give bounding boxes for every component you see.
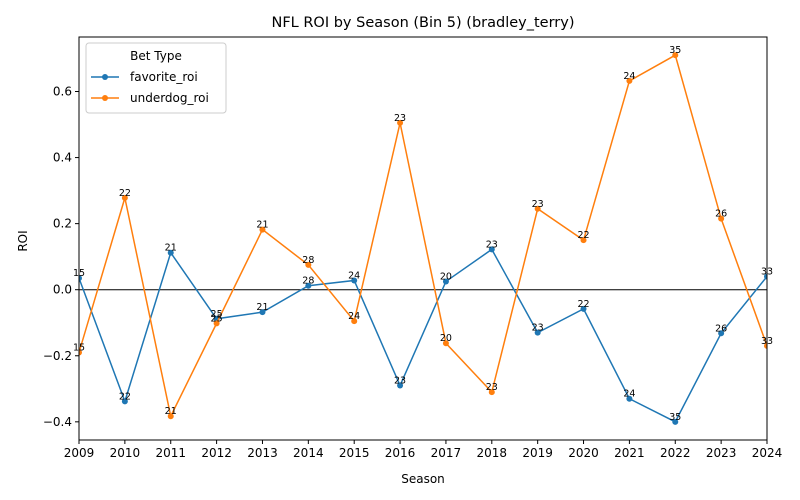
data-label: 22 (119, 391, 131, 402)
x-tick-label: 2011 (155, 446, 186, 460)
x-tick-label: 2023 (706, 446, 737, 460)
data-point (259, 309, 266, 316)
x-axis-label: Season (401, 472, 445, 486)
data-label: 23 (394, 113, 406, 124)
y-axis-label: ROI (16, 230, 30, 251)
series-underdog_roi (79, 52, 767, 420)
data-label: 26 (715, 209, 727, 220)
legend-entry-favorite_roi: favorite_roi (130, 70, 198, 84)
x-tick-label: 2012 (201, 446, 232, 460)
data-label: 28 (302, 255, 314, 266)
legend-entry-underdog_roi: underdog_roi (130, 91, 209, 105)
x-tick-label: 2018 (477, 446, 508, 460)
data-point (259, 226, 266, 233)
data-point (672, 52, 679, 59)
x-tick-label: 2009 (64, 446, 95, 460)
data-point (764, 342, 767, 349)
data-label: 20 (440, 271, 452, 282)
legend-swatch-marker (102, 95, 108, 101)
data-point (397, 382, 404, 389)
data-label: 21 (165, 406, 177, 417)
data-label: 24 (348, 270, 360, 281)
data-point (442, 340, 449, 347)
data-point (488, 389, 495, 396)
data-point (167, 249, 174, 256)
data-point (79, 349, 82, 356)
plot-frame (78, 36, 768, 441)
data-label: 23 (532, 323, 544, 334)
data-point (718, 215, 725, 222)
data-label: 35 (669, 45, 681, 56)
data-label: 23 (532, 199, 544, 210)
data-point (580, 305, 587, 312)
data-point (718, 330, 725, 337)
data-label: 21 (256, 302, 268, 313)
y-tick-label: −0.2 (43, 349, 72, 363)
legend-title: Bet Type (130, 49, 182, 63)
data-point (213, 320, 220, 327)
data-point (442, 278, 449, 285)
y-tick-label: 0.4 (53, 151, 72, 165)
data-label: 20 (440, 333, 452, 344)
legend-box (85, 42, 227, 114)
data-label: 22 (119, 188, 131, 199)
legend-swatch-marker (102, 74, 108, 80)
x-tick-label: 2020 (568, 446, 599, 460)
series-line-favorite_roi (79, 248, 767, 423)
x-tick-label: 2013 (247, 446, 278, 460)
data-point (79, 275, 82, 282)
x-tick-label: 2024 (752, 446, 783, 460)
data-label: 22 (577, 299, 589, 310)
data-point (351, 318, 358, 325)
data-point (488, 246, 495, 253)
data-point (305, 261, 312, 268)
data-label: 21 (165, 243, 177, 254)
data-point (626, 77, 633, 84)
x-tick-label: 2019 (522, 446, 553, 460)
data-point (121, 398, 128, 405)
data-label: 24 (623, 389, 635, 400)
data-point (626, 395, 633, 402)
x-tick-label: 2017 (431, 446, 462, 460)
y-tick-label: 0.2 (53, 217, 72, 231)
x-tick-label: 2010 (110, 446, 141, 460)
y-tick-label: −0.4 (43, 415, 72, 429)
data-label: 23 (486, 239, 498, 250)
data-label: 35 (669, 412, 681, 423)
y-tick-label: 0.0 (53, 283, 72, 297)
x-tick-label: 2016 (385, 446, 416, 460)
data-label: 21 (256, 220, 268, 231)
data-label: 23 (394, 375, 406, 386)
data-point (580, 237, 587, 244)
data-label: 22 (577, 230, 589, 241)
data-point (397, 119, 404, 126)
legend: Bet Type favorite_roi underdog_roi (85, 42, 227, 114)
x-tick-label: 2022 (660, 446, 691, 460)
data-point (305, 282, 312, 289)
x-tick-label: 2014 (293, 446, 324, 460)
data-label: 26 (715, 323, 727, 334)
data-label: 25 (211, 313, 223, 324)
data-point (121, 194, 128, 201)
x-tick-label: 2021 (614, 446, 645, 460)
data-label: 23 (486, 382, 498, 393)
y-tick-label: 0.6 (53, 85, 72, 99)
data-point (534, 205, 541, 212)
data-point (167, 413, 174, 420)
data-point (351, 277, 358, 284)
data-label: 24 (348, 311, 360, 322)
data-point (534, 329, 541, 336)
x-tick-label: 2015 (339, 446, 370, 460)
data-label: 25 (211, 309, 223, 320)
data-label: 24 (623, 71, 635, 82)
series-favorite_roi (79, 246, 767, 425)
data-point (764, 273, 767, 280)
data-point (672, 418, 679, 425)
series-line-underdog_roi (79, 54, 767, 419)
chart-title: NFL ROI by Season (Bin 5) (bradley_terry… (271, 15, 574, 31)
data-label: 28 (302, 276, 314, 287)
